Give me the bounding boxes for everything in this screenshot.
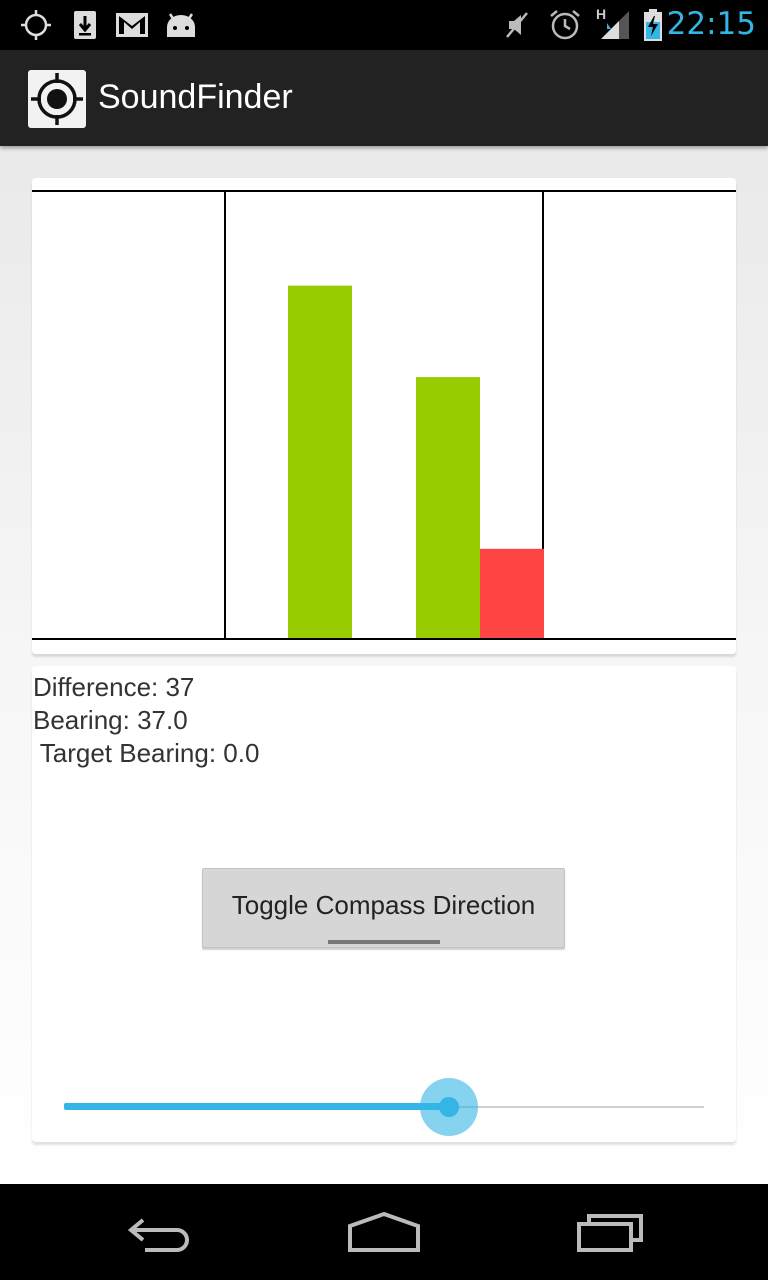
crosshair-icon[interactable]: [28, 70, 86, 128]
seekbar-progress: [64, 1103, 450, 1110]
gps-icon: [18, 8, 54, 42]
mute-icon: [502, 8, 532, 42]
home-icon[interactable]: [339, 1206, 429, 1258]
chart-bar-2: [416, 377, 480, 638]
info-panel: Difference: 37 Bearing: 37.0 Target Bear…: [32, 666, 736, 1142]
android-icon: [162, 8, 200, 42]
alarm-icon: [548, 8, 582, 42]
download-icon: [70, 8, 100, 42]
gmail-icon: [114, 8, 150, 42]
chart-canvas: [32, 190, 736, 640]
chart-bar-3: [480, 548, 544, 638]
battery-icon: [640, 8, 666, 42]
chart-bar-1: [288, 285, 352, 638]
action-bar: SoundFinder: [0, 50, 768, 146]
back-icon[interactable]: [115, 1206, 205, 1258]
navigation-bar: [0, 1184, 768, 1280]
signal-icon: H: [596, 6, 632, 42]
bearing-text: Bearing: 37.0: [33, 705, 188, 735]
status-clock: 22:15: [666, 6, 756, 42]
toggle-indicator: [328, 940, 440, 944]
difference-text: Difference: 37: [33, 672, 195, 702]
toggle-compass-direction-button[interactable]: Toggle Compass Direction: [202, 868, 565, 948]
status-bar: H 22:15: [0, 0, 768, 50]
target-bearing-text: Target Bearing: 0.0: [33, 738, 260, 768]
recents-icon[interactable]: [565, 1206, 655, 1258]
network-type-label: H: [596, 6, 607, 22]
toggle-button-label: Toggle Compass Direction: [231, 889, 536, 920]
app-title: SoundFinder: [98, 78, 293, 116]
seekbar-thumb[interactable]: [439, 1097, 460, 1117]
bearing-chart: [32, 178, 736, 654]
